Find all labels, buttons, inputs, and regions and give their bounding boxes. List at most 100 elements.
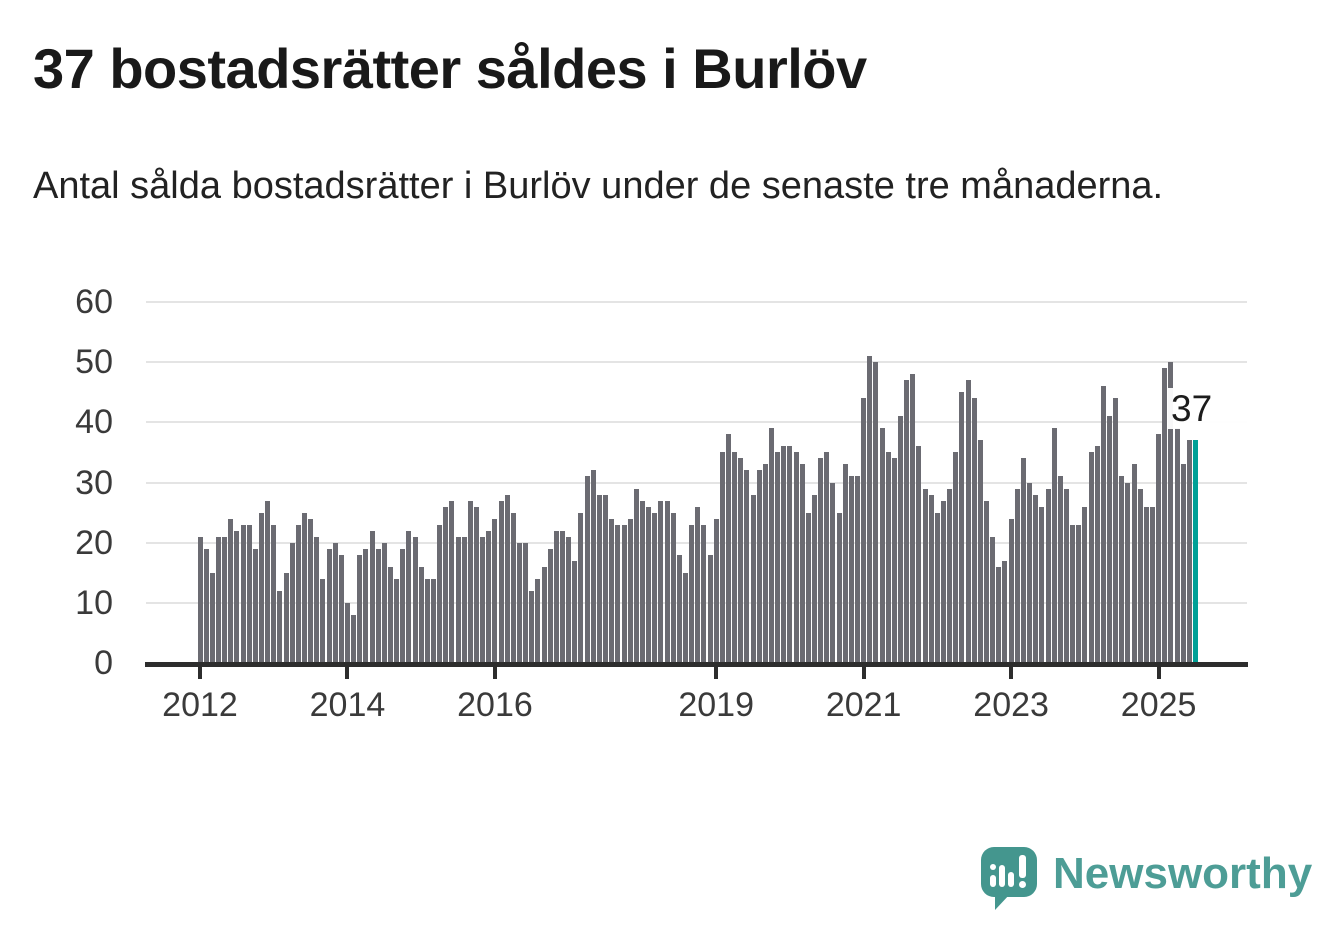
bar [1008, 518, 1014, 663]
bar [535, 578, 541, 663]
bar [646, 506, 652, 663]
bar [314, 536, 320, 663]
bar [547, 548, 553, 663]
bar [744, 470, 750, 663]
bar [344, 602, 350, 663]
bar [805, 512, 811, 663]
x-axis-label: 2021 [825, 686, 902, 724]
bar [301, 512, 307, 663]
bar [590, 470, 596, 663]
bar [461, 536, 467, 663]
bar [848, 476, 854, 663]
bar [971, 398, 977, 663]
bar [627, 518, 633, 663]
chart-subtitle: Antal sålda bostadsrätter i Burlöv under… [33, 165, 1164, 207]
bar [1143, 506, 1149, 663]
plot-area [146, 301, 1247, 663]
bar [1070, 524, 1076, 663]
logo-wordmark: Newsworthy [1053, 849, 1313, 898]
bar [338, 554, 344, 663]
bar [529, 590, 535, 663]
value-label: 37 [1167, 388, 1253, 429]
bar [1063, 488, 1069, 663]
bar [381, 542, 387, 663]
highlighted-bar [1192, 440, 1198, 663]
bar [308, 518, 314, 663]
bar [240, 524, 246, 663]
bar [953, 452, 959, 663]
bar [1125, 482, 1131, 663]
bar [1020, 458, 1026, 663]
bar [418, 566, 424, 663]
bar [1113, 398, 1119, 663]
bar [984, 500, 990, 663]
bar [1014, 488, 1020, 663]
bar [541, 566, 547, 663]
bar [1174, 428, 1180, 663]
x-axis-label: 2025 [1120, 686, 1197, 724]
bar [719, 452, 725, 663]
y-axis-label: 30 [75, 463, 113, 502]
bar [934, 512, 940, 663]
bar [455, 536, 461, 663]
bar [855, 476, 860, 663]
bar [283, 572, 289, 663]
bar [738, 458, 744, 663]
exclamation-icon [1019, 855, 1026, 878]
bar [1119, 476, 1125, 663]
bar [768, 428, 774, 663]
bar [941, 500, 947, 663]
axis-tick [345, 667, 350, 679]
bar [603, 494, 609, 663]
bar [369, 530, 375, 663]
bar [480, 536, 486, 663]
bar [387, 566, 393, 663]
bar [689, 524, 695, 663]
bar [412, 536, 418, 663]
bar [898, 416, 904, 663]
axis-tick [714, 667, 719, 679]
bar [1088, 452, 1094, 663]
bar [830, 482, 836, 663]
bar [1082, 506, 1088, 663]
bar [891, 458, 897, 663]
axis-tick [198, 667, 202, 679]
bar [842, 464, 848, 663]
axis-tick [1156, 667, 1161, 679]
bar [990, 536, 996, 663]
bar [486, 530, 492, 663]
bar [750, 494, 756, 663]
bar [203, 548, 209, 663]
bar [215, 536, 221, 663]
y-axis-label: 60 [75, 283, 113, 321]
bar [633, 488, 639, 663]
bar [1045, 488, 1051, 663]
bar [443, 506, 449, 663]
bar [664, 500, 670, 663]
bar [498, 500, 504, 663]
bar [228, 518, 234, 663]
bar [1076, 524, 1082, 663]
x-axis-label: 2019 [678, 686, 754, 724]
bar [812, 494, 817, 663]
bar [1094, 446, 1100, 663]
bar [504, 494, 510, 663]
bar [271, 524, 277, 663]
bar [818, 458, 824, 663]
bar [670, 512, 676, 663]
bar [363, 548, 369, 663]
bar [197, 536, 203, 663]
y-axis-label: 40 [75, 403, 113, 442]
bar [762, 464, 768, 663]
bar [1039, 506, 1045, 663]
bar [861, 398, 867, 663]
bar [916, 446, 922, 663]
bar [510, 512, 516, 663]
x-axis-label: 2023 [973, 686, 1049, 724]
bar [996, 566, 1002, 663]
bar [1186, 440, 1192, 663]
bar [431, 578, 436, 663]
bar [1051, 428, 1057, 663]
gridline [146, 421, 1247, 424]
